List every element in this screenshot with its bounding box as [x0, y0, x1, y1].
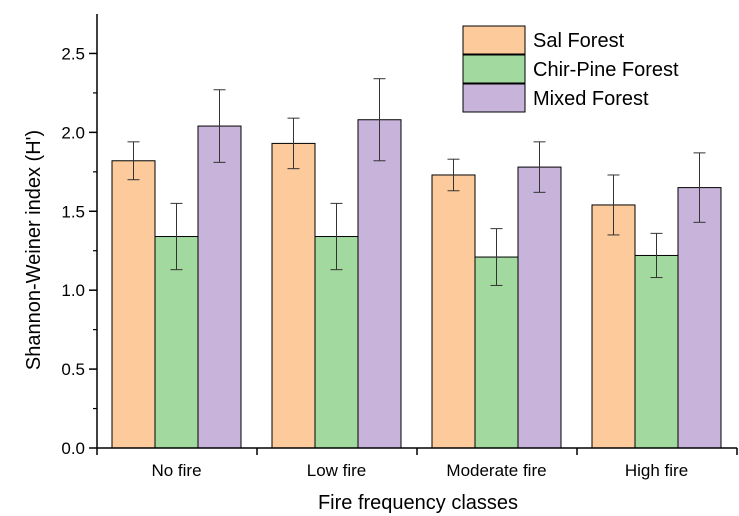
legend-label-sal-forest: Sal Forest: [533, 30, 625, 52]
legend-label-chir-pine-forest: Chir-Pine Forest: [533, 59, 679, 81]
y-tick-label: 2.0: [61, 123, 85, 142]
y-tick-label: 0.0: [61, 439, 85, 458]
error-bars-layer: [127, 78, 706, 286]
x-tick-label: No fire: [151, 461, 201, 480]
error-bar-mixed-forest-low-fire: [373, 78, 386, 162]
error-bar-sal-forest-high-fire: [607, 174, 620, 236]
error-bar-mixed-forest-moderate-fire: [533, 141, 546, 193]
bar-sal-forest-high-fire: [591, 204, 636, 449]
y-axis-title: Shannon-Weiner index (H'): [23, 130, 45, 370]
legend-swatch-sal-forest: [462, 25, 526, 55]
error-bar-chir-pine-forest-no-fire: [170, 202, 183, 271]
bar-mixed-forest-no-fire: [197, 125, 242, 449]
y-tick-label: 1.0: [61, 281, 85, 300]
x-tick-label: Low fire: [307, 461, 367, 480]
y-tick-label: 1.5: [61, 202, 85, 221]
x-axis-title: Fire frequency classes: [318, 492, 518, 514]
bar-sal-forest-no-fire: [111, 160, 156, 449]
error-bar-mixed-forest-no-fire: [213, 89, 226, 163]
y-tick-label: 2.5: [61, 44, 85, 63]
legend-swatch-mixed-forest: [462, 83, 526, 113]
bar-sal-forest-moderate-fire: [431, 174, 476, 449]
bar-mixed-forest-high-fire: [677, 187, 722, 449]
bar-sal-forest-low-fire: [271, 142, 316, 449]
error-bar-mixed-forest-high-fire: [693, 152, 706, 223]
bar-mixed-forest-moderate-fire: [517, 166, 562, 449]
legend-swatch-chir-pine-forest: [462, 54, 526, 84]
y-tick-label: 0.5: [61, 360, 85, 379]
error-bar-chir-pine-forest-low-fire: [330, 202, 343, 271]
bar-chir-pine-forest-high-fire: [634, 254, 679, 449]
error-bar-chir-pine-forest-high-fire: [650, 232, 663, 279]
bar-mixed-forest-low-fire: [357, 119, 402, 449]
error-bar-sal-forest-low-fire: [287, 117, 300, 170]
error-bar-chir-pine-forest-moderate-fire: [490, 228, 503, 286]
x-tick-label: Moderate fire: [446, 461, 546, 480]
bars-layer: [111, 119, 722, 449]
legend-label-mixed-forest: Mixed Forest: [533, 88, 649, 110]
bar-chir-pine-forest-low-fire: [314, 236, 359, 449]
error-bar-sal-forest-moderate-fire: [447, 158, 460, 192]
x-tick-label: High fire: [625, 461, 688, 480]
bar-chir-pine-forest-no-fire: [154, 236, 199, 449]
legend: Sal Forest Chir-Pine Forest Mixed Forest: [462, 25, 679, 113]
axes-layer: 0.0 0.5 1.0 1.5 2.0 2.5 No fire Low fire Moderat…: [61, 14, 738, 480]
error-bar-sal-forest-no-fire: [127, 141, 140, 181]
